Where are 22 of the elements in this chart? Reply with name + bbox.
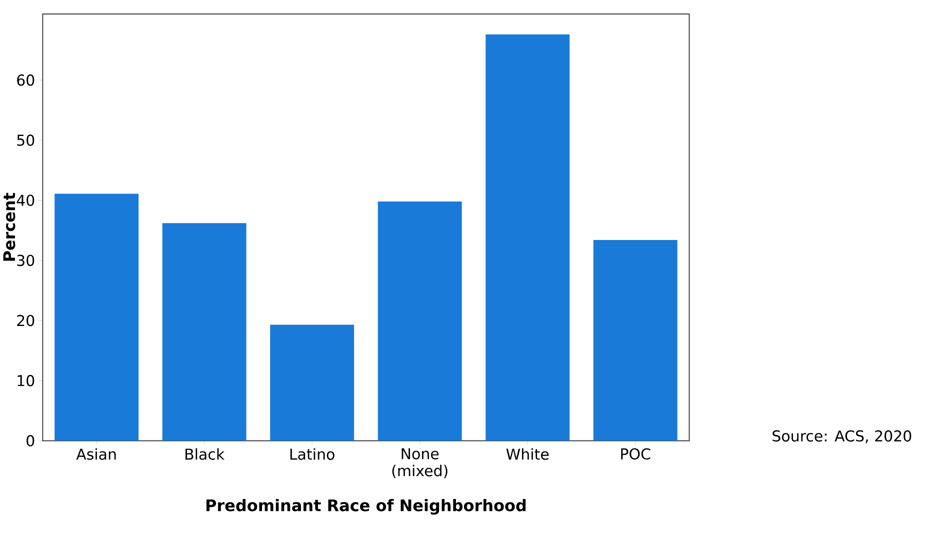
x-tick-label: Asian [76,448,116,460]
x-tick-label: Latino [290,448,334,460]
bar [54,194,139,441]
y-tick-label: 0 [26,435,34,447]
x-tick-label: White [506,448,549,460]
bar [270,324,354,441]
bar [378,202,462,441]
y-tick-label: 10 [18,375,34,386]
bar [162,223,246,441]
x-tick-label: Black [186,448,225,460]
y-tick-label: 50 [17,134,34,146]
x-tick-label: POC [621,448,650,460]
x-axis-title: Predominant Race of Neighborhood [206,499,526,515]
y-tick-label: 30 [17,254,34,266]
bar [593,240,678,441]
source-note: Source: ACS, 2020 [772,430,912,444]
y-tick-label: 20 [17,315,34,326]
bar [486,34,570,441]
y-tick-label: 40 [16,194,34,206]
x-tick-label: None (mixed) [392,448,448,478]
y-tick-label: 60 [17,74,34,86]
y-axis-title: Percent [3,192,16,261]
